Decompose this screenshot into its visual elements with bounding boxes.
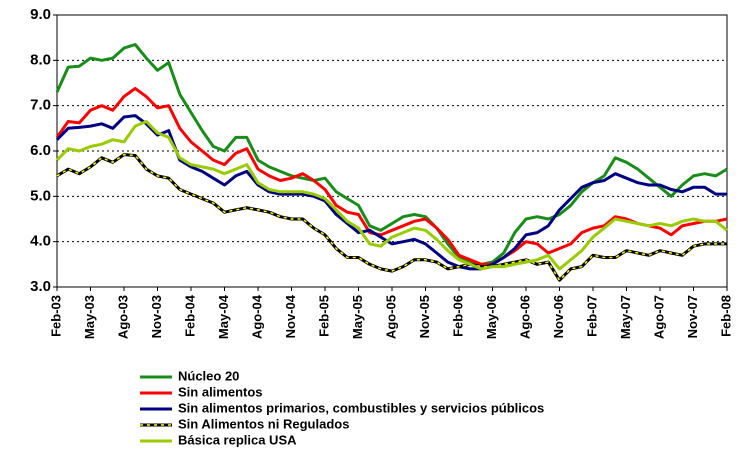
y-tick-label: 9.0 — [30, 6, 51, 23]
legend-label: Básica replica USA — [178, 432, 297, 447]
x-tick-label: Nov-03 — [149, 295, 164, 338]
x-tick-label: Ago-07 — [651, 295, 666, 339]
series-dash — [56, 153, 727, 282]
x-tick-label: May-07 — [618, 295, 633, 339]
y-tick-label: 8.0 — [30, 51, 51, 68]
x-tick-label: Ago-04 — [249, 294, 264, 339]
y-tick-label: 6.0 — [30, 142, 51, 159]
y-tick-label: 7.0 — [30, 97, 51, 114]
series-line — [55, 114, 727, 271]
series-line — [55, 120, 728, 271]
x-tick-label: Ago-06 — [517, 295, 532, 339]
legend-label: Núcleo 20 — [178, 368, 239, 383]
x-tick-label: Nov-07 — [685, 295, 700, 338]
x-tick-label: May-04 — [216, 294, 231, 339]
x-tick-label: Ago-03 — [115, 295, 130, 339]
y-tick-label: 4.0 — [30, 233, 51, 250]
series-line — [55, 43, 728, 266]
x-tick-label: Nov-04 — [283, 294, 298, 338]
y-tick-label: 3.0 — [30, 278, 51, 295]
y-tick-label: 5.0 — [30, 187, 51, 204]
x-tick-label: Feb-03 — [48, 295, 63, 337]
series-line — [56, 153, 727, 282]
legend-label: Sin alimentos — [178, 384, 263, 399]
legend-label: Sin Alimentos ni Regulados — [178, 416, 349, 431]
x-tick-label: Feb-04 — [182, 294, 197, 337]
x-tick-label: Feb-06 — [450, 295, 465, 337]
x-tick-label: Ago-05 — [383, 295, 398, 339]
x-tick-label: May-05 — [350, 295, 365, 339]
x-tick-label: Nov-05 — [417, 295, 432, 338]
series-line — [55, 86, 728, 266]
x-tick-label: Feb-05 — [316, 295, 331, 337]
x-tick-label: Feb-07 — [584, 295, 599, 337]
x-tick-label: May-06 — [484, 295, 499, 339]
x-tick-label: Nov-06 — [551, 295, 566, 338]
legend-label: Sin alimentos primarios, combustibles y … — [178, 400, 544, 415]
x-tick-label: May-03 — [82, 295, 97, 339]
x-tick-label: Feb-08 — [718, 295, 733, 337]
